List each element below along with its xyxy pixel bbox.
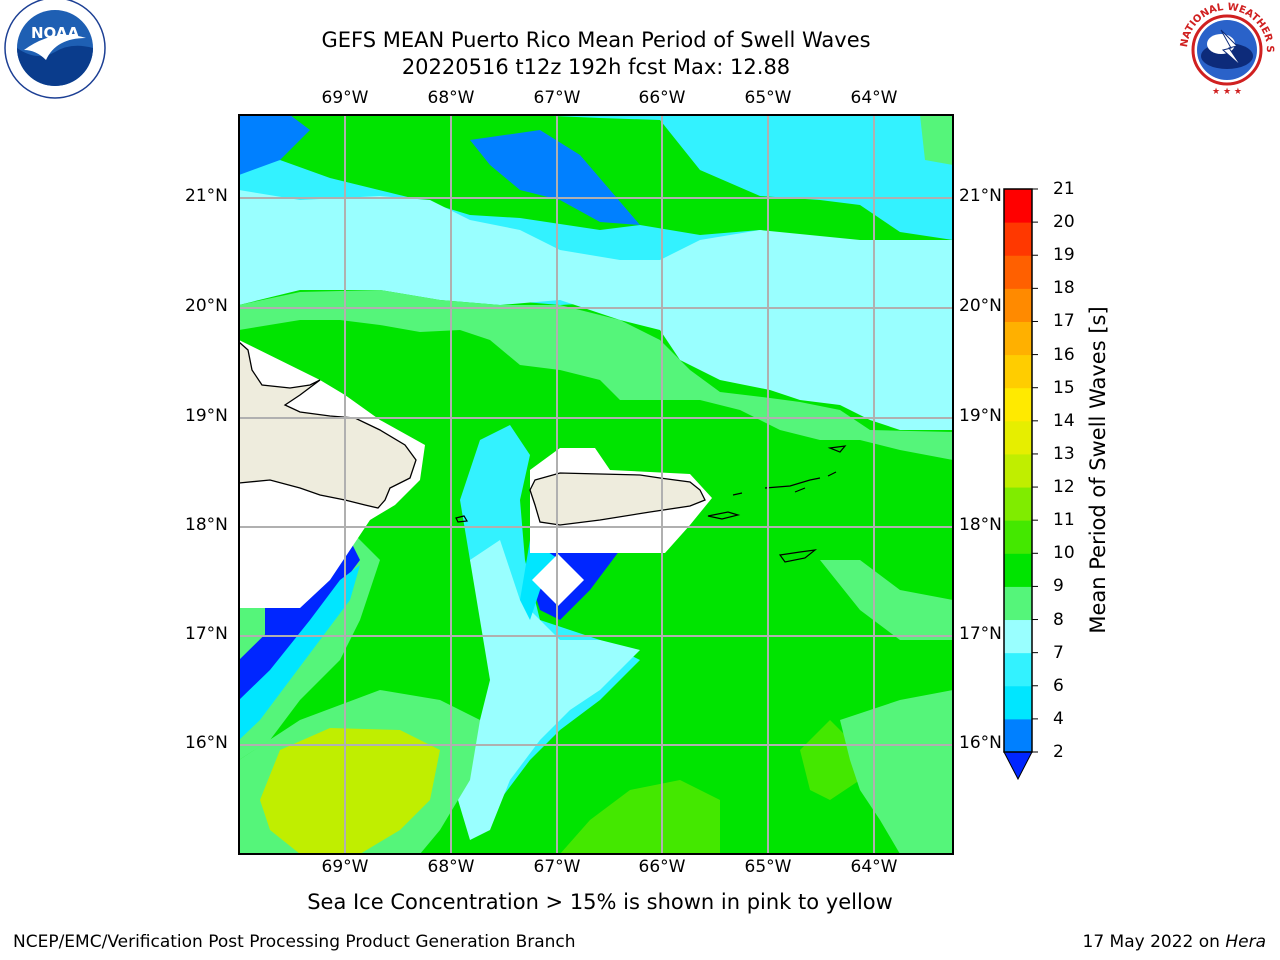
colorbar-tick-label: 11 (1053, 510, 1075, 531)
svg-text:★ ★ ★: ★ ★ ★ (1212, 87, 1242, 97)
lon-label-top: 68°W (427, 88, 475, 108)
colorbar-tick-label: 16 (1053, 344, 1075, 365)
lon-label-bottom: 64°W (850, 857, 898, 877)
lat-label-left: 18°N (185, 515, 228, 535)
land-vieques (707, 511, 741, 520)
field-east-lightgreen (820, 560, 953, 640)
field-mona-light (458, 540, 640, 840)
land-st-croix (778, 549, 818, 563)
colorbar-segment (1004, 453, 1032, 488)
field-11-south (560, 780, 720, 854)
colorbar (1003, 188, 1038, 781)
colorbar-extend-triangle (1003, 751, 1033, 781)
lon-label-bottom: 65°W (744, 857, 792, 877)
land-mona (455, 515, 468, 523)
colorbar-segment (1004, 619, 1032, 654)
colorbar-segment (1004, 189, 1032, 223)
footer-host: Hera (1225, 932, 1266, 952)
map-panel (238, 114, 954, 855)
lon-label-top: 65°W (744, 88, 792, 108)
field-8-9 (239, 190, 953, 430)
footer-date-text: 17 May 2022 on (1082, 932, 1226, 952)
lat-label-left: 21°N (185, 186, 228, 206)
colorbar-segment (1004, 553, 1032, 587)
noaa-logo: NOAA (4, 0, 106, 99)
field-9-10-east-band (840, 690, 953, 854)
nws-logo: NATIONAL WEATHER SERVICE ★ ★ ★ (1177, 0, 1275, 98)
lon-label-bottom: 66°W (638, 857, 686, 877)
land-hispaniola (239, 341, 417, 509)
lat-label-right: 20°N (959, 296, 1002, 316)
land-virgin-islands (732, 445, 847, 496)
lon-label-top: 66°W (638, 88, 686, 108)
colorbar-tick-label: 7 (1053, 642, 1064, 663)
colorbar-tick-label: 20 (1053, 212, 1075, 233)
lon-label-bottom: 67°W (533, 857, 581, 877)
colorbar-tick-label: 13 (1053, 443, 1075, 464)
footer-date: 17 May 2022 on Hera (1083, 932, 1267, 952)
colorbar-tick-label: 21 (1053, 179, 1075, 199)
colorbar-tick-label: 12 (1053, 477, 1075, 498)
colorbar-tick-label: 15 (1053, 377, 1075, 398)
lat-label-right: 17°N (959, 624, 1002, 644)
map-gridlines (239, 115, 953, 854)
field-cyan-top-left (239, 115, 310, 175)
colorbar-tick-label: 4 (1053, 708, 1064, 729)
field-top-right-green (920, 115, 953, 165)
colorbar-tick-label: 14 (1053, 410, 1075, 431)
colorbar-tick-label: 6 (1053, 675, 1064, 696)
field-sw-cyan (239, 565, 360, 740)
colorbar-frame (1003, 188, 1033, 753)
lat-label-left: 19°N (185, 406, 228, 426)
colorbar-tick-label: 17 (1053, 311, 1075, 332)
colorbar-segment (1004, 321, 1032, 356)
lon-label-bottom: 68°W (427, 857, 475, 877)
svg-text:NOAA: NOAA (31, 24, 80, 42)
colorbar-tick-label: 19 (1053, 245, 1075, 266)
lon-label-bottom: 69°W (321, 857, 369, 877)
colorbar-segment (1004, 354, 1032, 389)
colorbar-segment (1004, 288, 1032, 322)
footer-credit: NCEP/EMC/Verification Post Processing Pr… (13, 932, 576, 952)
lat-label-left: 20°N (185, 296, 228, 316)
chart-title: GEFS MEAN Puerto Rico Mean Period of Swe… (321, 28, 871, 52)
colorbar-segment (1004, 685, 1032, 720)
colorbar-tick-label: 10 (1053, 543, 1075, 564)
lon-label-top: 69°W (321, 88, 369, 108)
field-sw-blue-square (265, 608, 293, 636)
colorbar-segment (1004, 387, 1032, 422)
colorbar-tick-label: 2 (1053, 742, 1064, 762)
lat-label-right: 19°N (959, 406, 1002, 426)
colorbar-segment (1004, 487, 1032, 521)
colorbar-segment (1004, 520, 1032, 554)
chart-subtitle: 20220516 t12z 192h fcst Max: 12.88 (401, 55, 791, 79)
colorbar-segment (1004, 586, 1032, 621)
sea-ice-note: Sea Ice Concentration > 15% is shown in … (307, 890, 893, 914)
field-blue-top-center (470, 130, 640, 225)
lat-label-right: 21°N (959, 186, 1002, 206)
lat-label-right: 16°N (959, 733, 1002, 753)
colorbar-segment (1004, 718, 1032, 753)
lat-label-left: 17°N (185, 624, 228, 644)
colorbar-tick-label: 18 (1053, 278, 1075, 299)
field-6-7 (239, 115, 953, 240)
colorbar-segment (1004, 420, 1032, 455)
colorbar-segment (1004, 222, 1032, 256)
colorbar-tick-label: 9 (1053, 576, 1064, 597)
colorbar-tick-label: 8 (1053, 609, 1064, 630)
colorbar-segment (1004, 255, 1032, 289)
colorbar-segment (1004, 652, 1032, 687)
lon-label-top: 67°W (533, 88, 581, 108)
colorbar-title: Mean Period of Swell Waves [s] (1086, 306, 1110, 634)
map-frame (238, 114, 954, 855)
lon-label-top: 64°W (850, 88, 898, 108)
lat-label-left: 16°N (185, 733, 228, 753)
field-yellow-sw (260, 728, 440, 854)
lat-label-right: 18°N (959, 515, 1002, 535)
